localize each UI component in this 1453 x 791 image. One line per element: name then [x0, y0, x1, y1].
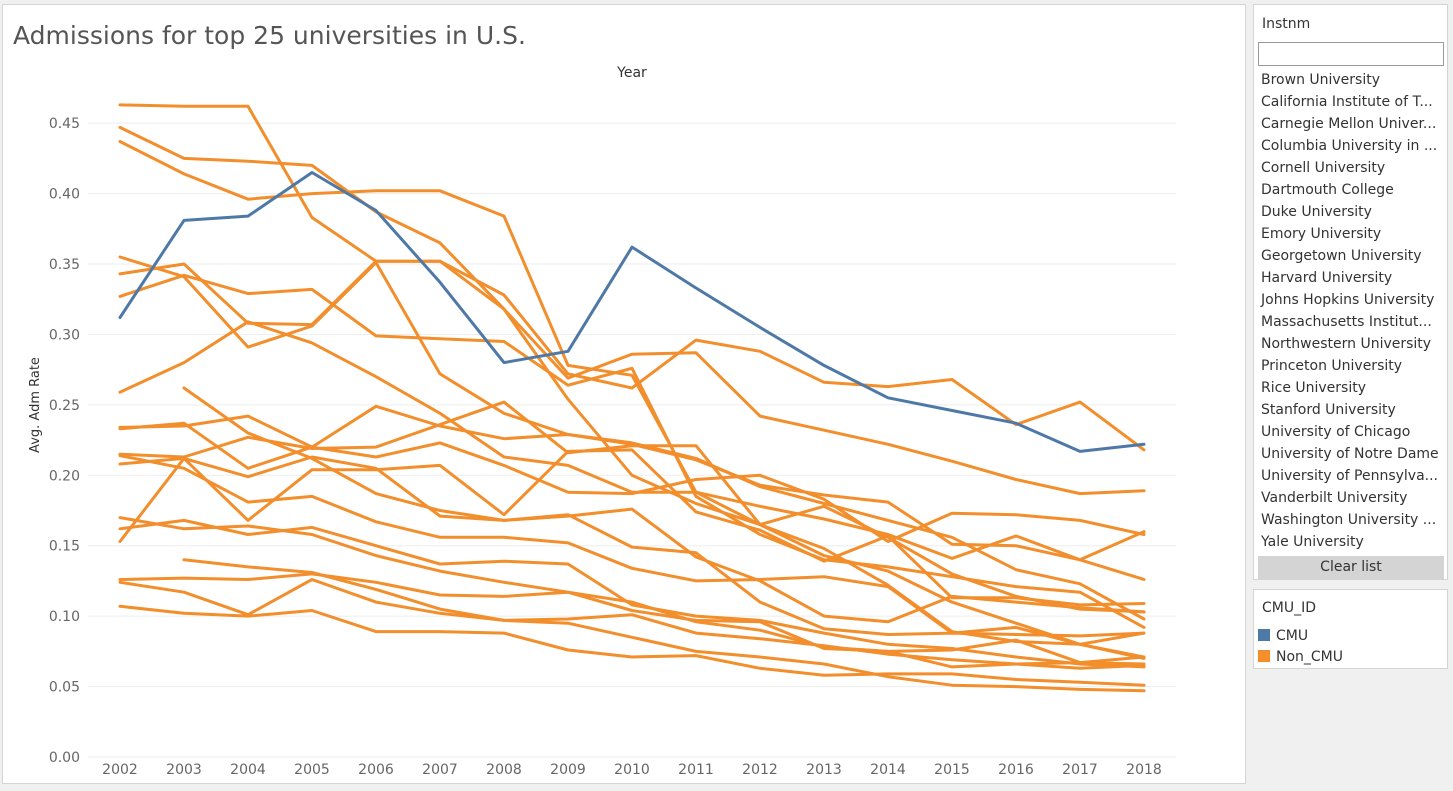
legend-label-non-cmu: Non_CMU	[1276, 649, 1344, 665]
y-tick-label: 0.10	[49, 609, 80, 625]
filter-item[interactable]: Washington University ...	[1261, 512, 1437, 528]
series-line-non-cmu	[118, 103, 1146, 452]
filter-item[interactable]: Princeton University	[1261, 358, 1403, 374]
filter-item[interactable]: California Institute of T...	[1261, 94, 1433, 110]
legend-item-non-cmu[interactable]: Non_CMU	[1258, 647, 1343, 667]
x-tick-label: 2015	[934, 762, 970, 778]
series-line-non-cmu	[118, 578, 1146, 666]
legend-title: CMU_ID	[1262, 600, 1317, 616]
x-axis-header: Year	[616, 65, 647, 81]
filter-search-input[interactable]	[1258, 42, 1444, 66]
x-tick-label: 2004	[230, 762, 266, 778]
x-tick-label: 2010	[614, 762, 650, 778]
series-line-non-cmu	[118, 125, 1146, 660]
filter-item[interactable]: Carnegie Mellon Univer...	[1261, 116, 1437, 132]
x-tick-label: 2006	[358, 762, 394, 778]
x-tick-label: 2003	[166, 762, 202, 778]
x-tick-label: 2005	[294, 762, 330, 778]
filter-item[interactable]: Emory University	[1261, 226, 1382, 242]
series-line-non-cmu	[118, 404, 1146, 621]
filter-item[interactable]: Rice University	[1261, 380, 1366, 396]
filter-item[interactable]: Harvard University	[1261, 270, 1393, 286]
filter-item[interactable]: Duke University	[1261, 204, 1372, 220]
y-tick-label: 0.15	[49, 539, 80, 555]
x-tick-label: 2011	[678, 762, 714, 778]
filter-item[interactable]: Brown University	[1261, 72, 1381, 88]
legend-item-cmu[interactable]: CMU	[1258, 626, 1308, 646]
y-tick-label: 0.25	[49, 398, 80, 414]
filter-item[interactable]: University of Pennsylva...	[1261, 468, 1439, 484]
y-tick-label: 0.20	[49, 468, 80, 484]
filter-title: Instnm	[1262, 16, 1311, 32]
filter-item[interactable]: Yale University	[1261, 534, 1364, 550]
color-legend: CMU_ID CMU Non_CMU	[1253, 589, 1448, 669]
institution-filter-panel: Instnm Brown University California Instit…	[1253, 4, 1448, 580]
x-tick-label: 2012	[742, 762, 778, 778]
filter-item[interactable]: University of Chicago	[1261, 424, 1411, 440]
filter-item[interactable]: Massachusetts Institut...	[1261, 314, 1432, 330]
series-line-non-cmu	[182, 558, 1146, 693]
x-tick-label: 2017	[1062, 762, 1098, 778]
y-tick-label: 0.00	[49, 750, 80, 766]
x-tick-label: 2016	[998, 762, 1034, 778]
filter-list: Brown University California Institute of …	[1254, 69, 1449, 553]
filter-item[interactable]: Stanford University	[1261, 402, 1396, 418]
legend-label-cmu: CMU	[1276, 628, 1309, 644]
y-tick-label: 0.40	[49, 187, 80, 203]
x-tick-label: 2013	[806, 762, 842, 778]
filter-item[interactable]: Georgetown University	[1261, 248, 1422, 264]
filter-item[interactable]: Northwestern University	[1261, 336, 1432, 352]
clear-list-button[interactable]: Clear list	[1258, 556, 1444, 579]
x-tick-label: 2007	[422, 762, 458, 778]
y-tick-label: 0.05	[49, 680, 80, 696]
chart-title: Admissions for top 25 universities in U.…	[13, 21, 526, 50]
filter-item[interactable]: Vanderbilt University	[1261, 490, 1408, 506]
x-tick-label: 2018	[1126, 762, 1162, 778]
x-tick-label: 2002	[102, 762, 138, 778]
filter-item[interactable]: Cornell University	[1261, 160, 1386, 176]
y-axis-label: Avg. Adm Rate	[28, 357, 43, 453]
series-line-non-cmu	[182, 386, 1146, 624]
series-line-non-cmu	[118, 400, 1146, 614]
legend-swatch-cmu	[1258, 629, 1270, 641]
series-line-non-cmu	[118, 455, 1146, 638]
x-tick-label: 2014	[870, 762, 906, 778]
filter-item[interactable]: Johns Hopkins University	[1261, 292, 1435, 308]
line-chart: 0.00 0.05 0.10 0.15 0.20 0.25 0.30 0.35 0.40 0.45…	[28, 65, 1176, 778]
filter-item[interactable]: Dartmouth College	[1261, 182, 1394, 198]
series-line-non-cmu	[118, 454, 1146, 659]
series-line-non-cmu	[118, 604, 1146, 687]
series-line-cmu	[118, 171, 1146, 453]
series-line-non-cmu	[118, 516, 1146, 665]
y-tick-label: 0.30	[49, 327, 80, 343]
filter-item[interactable]: Columbia University in ...	[1261, 138, 1438, 154]
series-line-non-cmu	[118, 421, 1146, 543]
filter-item[interactable]: University of Notre Dame	[1261, 446, 1439, 462]
y-tick-label: 0.35	[49, 257, 80, 273]
legend-swatch-non-cmu	[1258, 650, 1270, 662]
series-line-non-cmu	[118, 259, 1146, 496]
chart-panel: 0.00 0.05 0.10 0.15 0.20 0.25 0.30 0.35 0.40 0.45…	[2, 4, 1246, 784]
x-tick-label: 2008	[486, 762, 522, 778]
y-tick-label: 0.45	[49, 116, 80, 132]
series-line-non-cmu	[118, 572, 1146, 670]
x-tick-label: 2009	[550, 762, 586, 778]
series-line-non-cmu	[118, 518, 1146, 669]
